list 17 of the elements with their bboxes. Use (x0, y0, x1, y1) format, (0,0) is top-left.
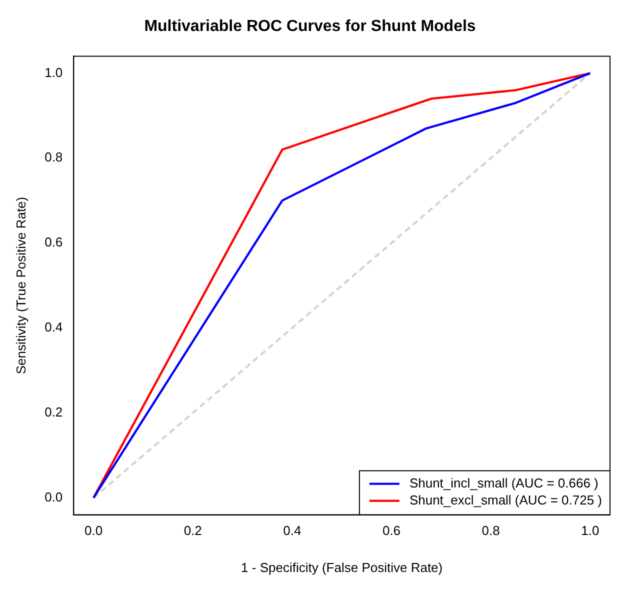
y-tick-label: 0.2 (44, 404, 63, 420)
x-tick-label: 0.4 (283, 523, 302, 538)
x-tick-label: 0.0 (84, 523, 103, 538)
x-tick-label: 0.8 (482, 523, 500, 538)
x-tick-label: 0.2 (184, 523, 202, 538)
x-tick-label: 0.6 (382, 523, 401, 538)
y-tick-label: 1.0 (44, 64, 63, 80)
x-tick-label: 1.0 (581, 523, 600, 538)
x-axis-title: 1 - Specificity (False Positive Rate) (241, 560, 443, 575)
legend-label: Shunt_excl_small (AUC = 0.725 ) (409, 492, 602, 508)
y-tick-label: 0.4 (44, 320, 63, 335)
y-axis-title: Sensitivity (True Positive Rate) (13, 196, 28, 374)
chart-title: Multivariable ROC Curves for Shunt Models (144, 18, 476, 36)
y-tick-label: 0.6 (44, 234, 63, 250)
legend-label: Shunt_incl_small (AUC = 0.666 ) (409, 475, 598, 490)
y-tick-label: 0.0 (44, 489, 63, 504)
y-tick-label: 0.8 (44, 150, 63, 165)
